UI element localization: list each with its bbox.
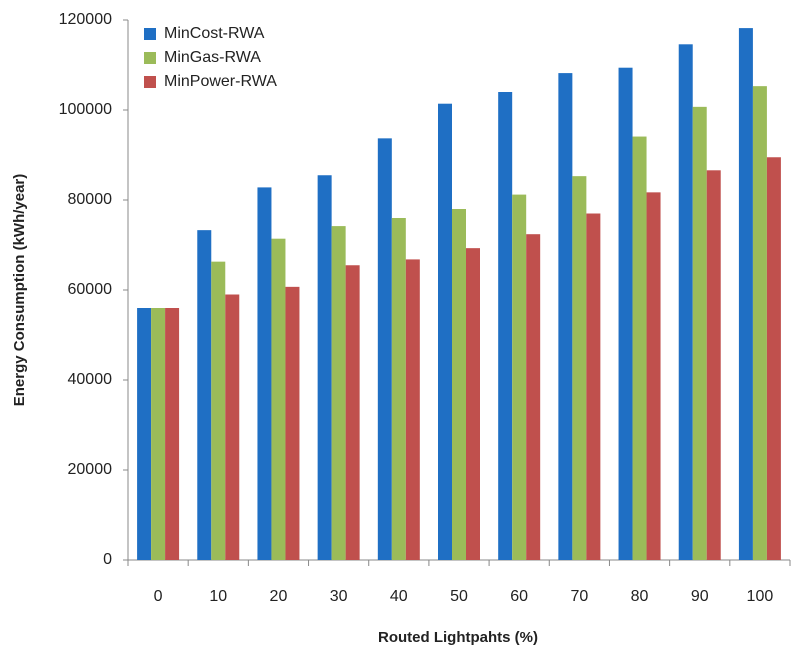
bar (377, 138, 392, 560)
x-tick-label: 20 (270, 588, 288, 605)
bar (225, 294, 240, 560)
bar (572, 176, 587, 560)
bar (211, 261, 226, 560)
bar (165, 308, 180, 560)
bar (586, 213, 601, 560)
legend-swatch (144, 76, 156, 88)
y-tick-label: 0 (103, 551, 112, 568)
bar (271, 238, 286, 560)
bar (678, 44, 693, 561)
legend-swatch (144, 52, 156, 64)
bar (632, 136, 647, 561)
bar (738, 28, 753, 561)
x-tick-label: 80 (631, 588, 649, 605)
y-tick-label: 100000 (59, 101, 112, 118)
bar (197, 230, 212, 560)
legend-label: MinPower-RWA (164, 73, 277, 90)
bar (512, 194, 527, 560)
bar (137, 308, 152, 560)
bar (646, 192, 661, 560)
x-tick-label: 90 (691, 588, 709, 605)
legend-label: MinCost-RWA (164, 25, 265, 42)
y-tick-label: 60000 (68, 281, 113, 298)
y-tick-label: 120000 (59, 11, 112, 28)
y-tick-label: 40000 (68, 371, 113, 388)
x-axis-title: Routed Lightpahts (%) (378, 629, 538, 646)
y-axis-title: Energy Consumption (kWh/year) (11, 174, 28, 407)
bar (345, 265, 360, 560)
bar (766, 157, 781, 560)
bar (405, 259, 420, 560)
bar (526, 234, 541, 560)
y-tick-label: 20000 (68, 461, 113, 478)
x-tick-label: 10 (209, 588, 227, 605)
bar (438, 103, 452, 560)
bar (618, 67, 633, 560)
x-tick-label: 0 (154, 588, 163, 605)
bar (391, 218, 406, 560)
bar (706, 170, 721, 561)
x-tick-label: 100 (747, 588, 774, 605)
legend-label: MinGas-RWA (164, 49, 261, 66)
bar (452, 209, 466, 560)
bar (317, 175, 332, 560)
bar (331, 226, 346, 560)
x-tick-label: 60 (510, 588, 528, 605)
bar (558, 73, 573, 560)
x-tick-label: 30 (330, 588, 348, 605)
bar (498, 92, 513, 560)
bar (257, 187, 272, 560)
bar (752, 86, 767, 561)
bar (466, 248, 480, 560)
bar (151, 308, 166, 560)
x-tick-label: 50 (450, 588, 468, 605)
bar (285, 286, 300, 560)
x-tick-label: 70 (570, 588, 588, 605)
y-tick-label: 80000 (68, 191, 113, 208)
legend-swatch (144, 28, 156, 40)
x-tick-label: 40 (390, 588, 408, 605)
bar (692, 106, 707, 560)
